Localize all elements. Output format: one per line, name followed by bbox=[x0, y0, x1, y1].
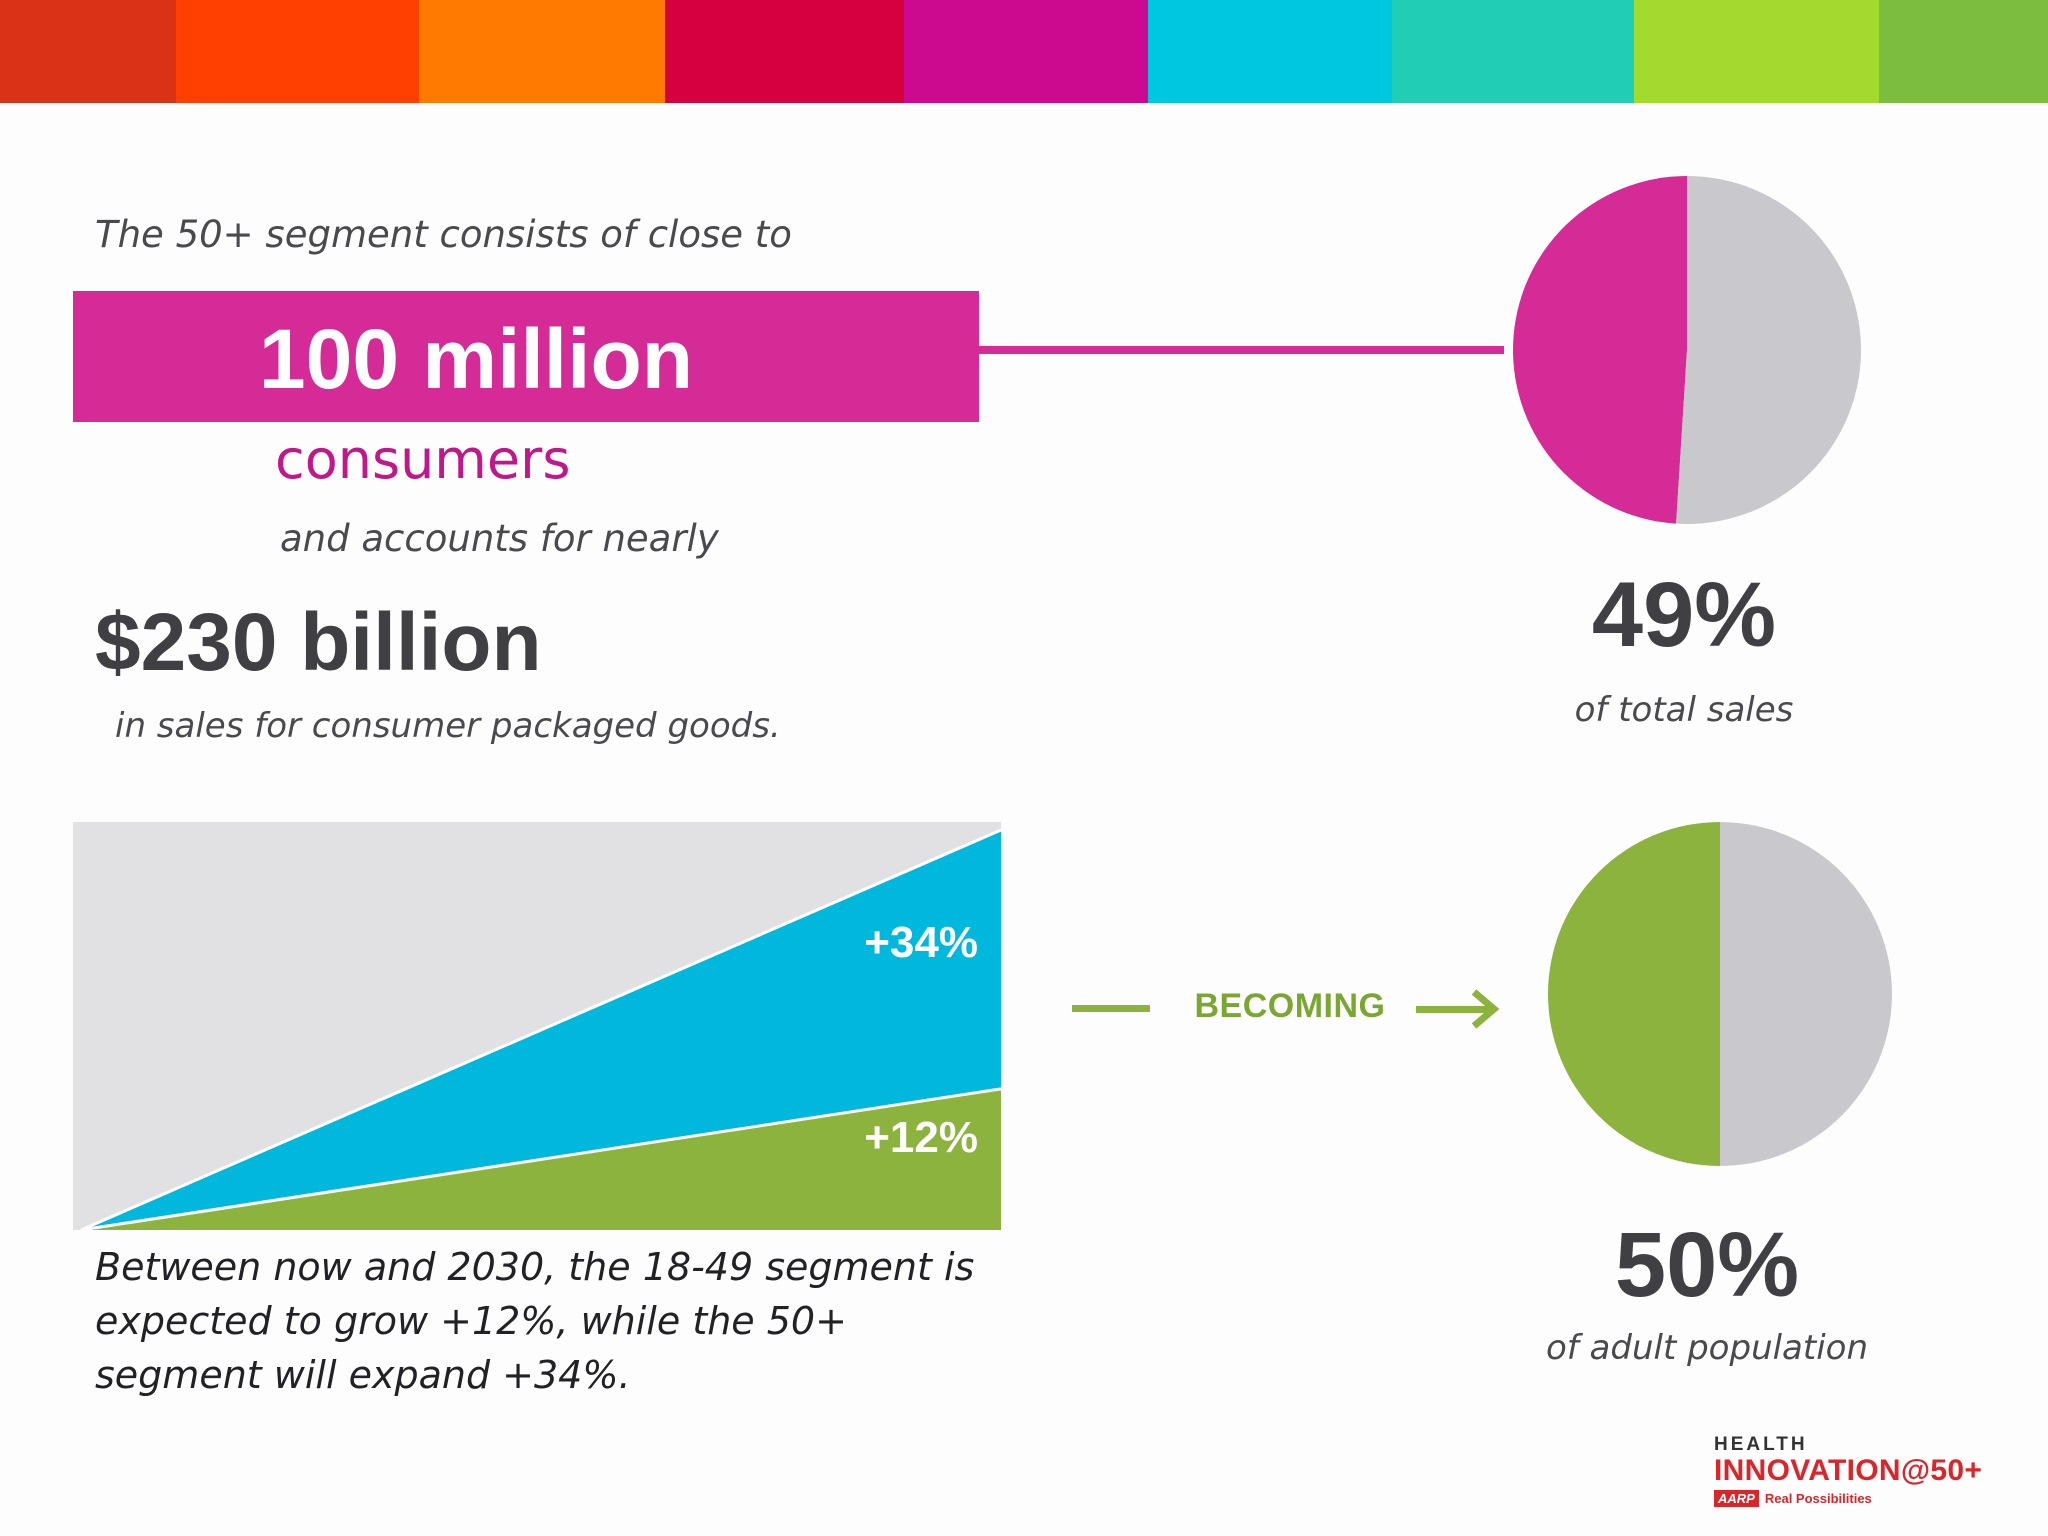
population-share-label: of adult population bbox=[1545, 1328, 1869, 1368]
logo-main-text: INNOVATION@50+ bbox=[1714, 1454, 1983, 1487]
growth-area-chart: +12% +34% bbox=[73, 822, 1001, 1232]
growth-label-12: +12% bbox=[864, 1113, 978, 1162]
consumers-label: consumers bbox=[275, 428, 571, 491]
chart-baseline bbox=[73, 1230, 1001, 1232]
population-share-value: 50% bbox=[1614, 1214, 1800, 1316]
color-stripe-2 bbox=[176, 0, 419, 103]
becoming-label: BECOMING bbox=[1194, 987, 1386, 1025]
color-stripe-9 bbox=[1879, 0, 2048, 103]
growth-line-0 bbox=[80, 1087, 1001, 1232]
population-share-pie bbox=[1548, 822, 1892, 1166]
sales-pie-slice-2 bbox=[1676, 176, 1862, 524]
logo-health-text: HEALTH bbox=[1714, 1434, 1808, 1455]
sales-share-value: 49% bbox=[1591, 564, 1777, 666]
intro-text: The 50+ segment consists of close to bbox=[95, 213, 792, 256]
connector-line bbox=[979, 346, 1504, 354]
population-pie-slice-2 bbox=[1720, 822, 1892, 1166]
population-pie-slice-1 bbox=[1548, 822, 1720, 1166]
consumer-count-banner: 100 million bbox=[73, 291, 979, 422]
growth-label-34: +34% bbox=[864, 918, 978, 967]
growth-caption: Between now and 2030, the 18-49 segment … bbox=[95, 1245, 975, 1397]
color-stripe-7 bbox=[1392, 0, 1634, 103]
sales-share-label: of total sales bbox=[1574, 690, 1794, 730]
growth-area-18-49 bbox=[81, 1088, 1001, 1230]
consumer-count: 100 million bbox=[258, 312, 694, 406]
sales-amount: $230 billion bbox=[95, 597, 542, 688]
sales-share-pie bbox=[1513, 176, 1862, 524]
color-stripe-header bbox=[0, 0, 2048, 103]
accounts-text: and accounts for nearly bbox=[280, 517, 719, 560]
sales-pie-slice-1 bbox=[1513, 176, 1687, 524]
color-stripe-8 bbox=[1634, 0, 1879, 103]
logo-tagline: Real Possibilities bbox=[1764, 1491, 1872, 1506]
growth-line-1 bbox=[80, 828, 1001, 1232]
becoming-dash bbox=[1072, 1005, 1150, 1012]
color-stripe-3 bbox=[419, 0, 665, 103]
arrow-right-icon bbox=[1416, 989, 1500, 1029]
health-innovation-logo: HEALTH INNOVATION@50+ AARP Real Possibil… bbox=[1714, 1434, 2014, 1507]
color-stripe-6 bbox=[1148, 0, 1392, 103]
color-stripe-1 bbox=[0, 0, 176, 103]
aarp-logo: AARP bbox=[1714, 1490, 1759, 1507]
sales-description: in sales for consumer packaged goods. bbox=[115, 706, 781, 746]
color-stripe-5 bbox=[904, 0, 1148, 103]
color-stripe-4 bbox=[665, 0, 904, 103]
